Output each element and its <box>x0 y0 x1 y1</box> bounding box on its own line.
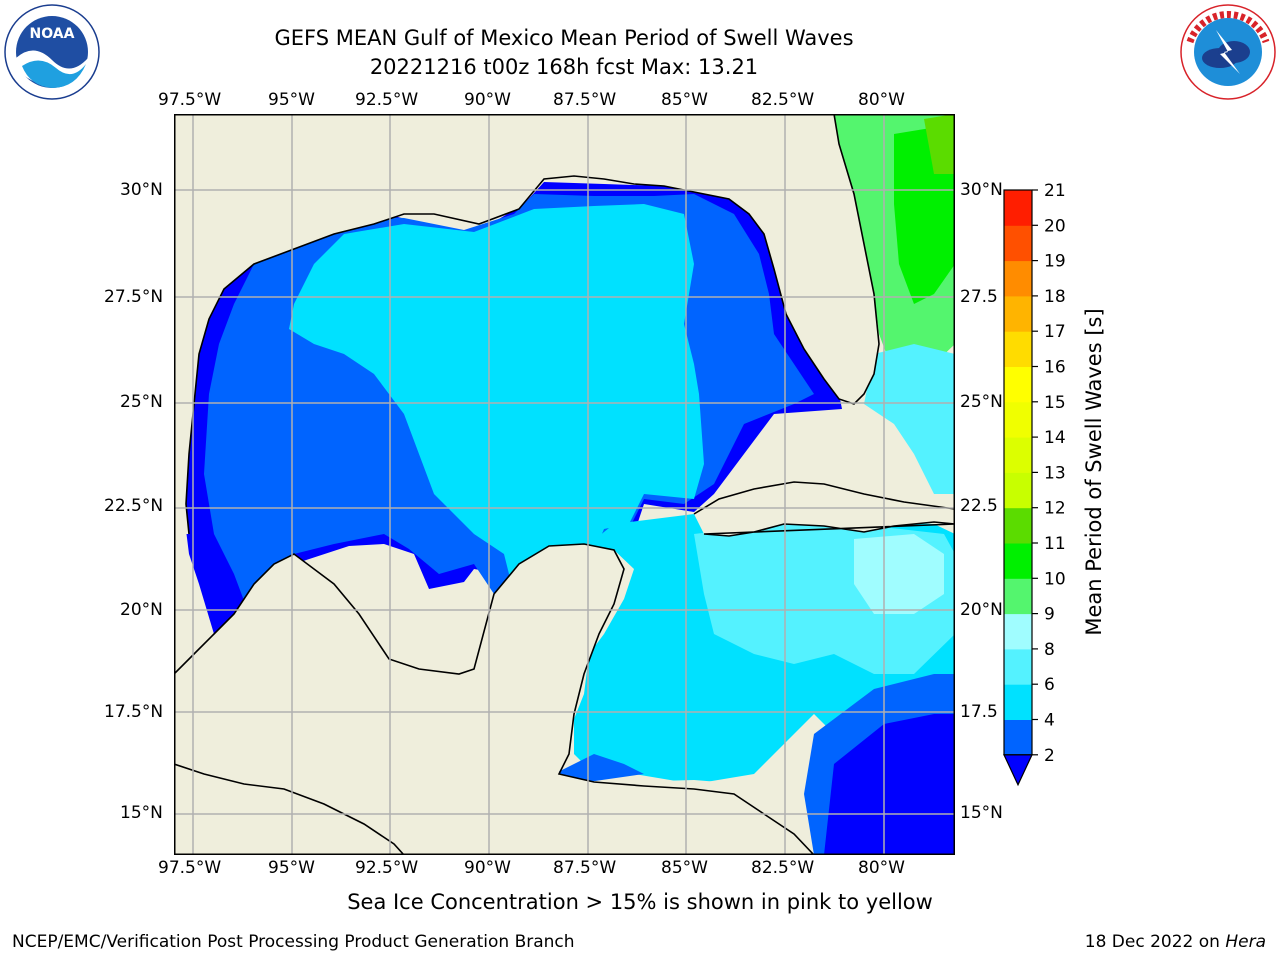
atlantic-swell-period-11-12s <box>924 114 955 174</box>
lat-tick-label: 15°N <box>960 803 1003 823</box>
colorbar-band <box>1004 578 1032 615</box>
lon-tick-label: 87.5°W <box>553 858 617 878</box>
lat-tick-label: 27.5°N <box>104 287 164 307</box>
colorbar-tick-label: 19 <box>1044 252 1066 272</box>
colorbar-tick-label: 20 <box>1044 216 1066 236</box>
colorbar-tick-label: 2 <box>1044 746 1055 766</box>
colorbar-band <box>1004 684 1032 720</box>
colorbar-band <box>1004 366 1032 403</box>
lat-tick-label: 27.5 <box>960 287 998 307</box>
lat-tick-label: 22.5°N <box>104 496 164 516</box>
lon-tick-label: 92.5°W <box>355 858 419 878</box>
footer-organization: NCEP/EMC/Verification Post Processing Pr… <box>12 932 575 952</box>
land-mexico <box>174 114 814 855</box>
lat-tick-label: 17.5°N <box>104 702 164 722</box>
map-plot <box>174 114 955 855</box>
lon-tick-label: 90°W <box>464 90 511 110</box>
colorbar-band <box>1004 543 1032 579</box>
lon-tick-label: 85°W <box>661 858 708 878</box>
colorbar-band <box>1004 190 1032 226</box>
noaa-logo-text: NOAA <box>30 26 75 42</box>
gulf-swell-period-4-6s <box>289 204 704 604</box>
lon-tick-label: 90°W <box>464 858 511 878</box>
colorbar-under-extension <box>1003 754 1033 787</box>
national-weather-service-logo <box>1180 4 1276 100</box>
colorbar-tick-label: 18 <box>1044 287 1066 307</box>
caribbean-swell-period-2-4s-west <box>554 754 644 784</box>
colorbar-tick-label: 8 <box>1044 640 1055 660</box>
lon-tick-label: 87.5°W <box>553 90 617 110</box>
lon-tick-label: 80°W <box>858 90 905 110</box>
colorbar-tick-label: 9 <box>1044 605 1055 625</box>
lat-tick-label: 20°N <box>960 600 1003 620</box>
lat-tick-label: 25°N <box>960 392 1003 412</box>
caribbean-swell-period-8-9s <box>854 534 944 614</box>
land-cuba <box>694 482 955 536</box>
lat-tick-label: 25°N <box>120 392 163 412</box>
colorbar-band <box>1004 437 1032 473</box>
coastlines <box>174 114 955 855</box>
colorbar-band <box>1004 225 1032 262</box>
caribbean-swell-period-under-2s-southeast <box>824 714 955 855</box>
colorbar-tick-label: 16 <box>1044 358 1066 378</box>
lon-tick-label: 82.5°W <box>751 90 815 110</box>
colorbar-tick-label: 21 <box>1044 181 1066 201</box>
colorbar-band <box>1004 331 1032 367</box>
lon-tick-label: 80°W <box>858 858 905 878</box>
colorbar-tick-label: 11 <box>1044 534 1066 554</box>
lon-tick-label: 95°W <box>268 90 315 110</box>
colorbar-label: Mean Period of Swell Waves [s] <box>1082 308 1106 635</box>
colorbar-tick-label: 4 <box>1044 711 1055 731</box>
map-frame <box>174 114 955 855</box>
colorbar-tick-label: 14 <box>1044 428 1066 448</box>
footer-date: 18 Dec 2022 on Hera <box>1085 932 1266 952</box>
colorbar-tick-label: 12 <box>1044 499 1066 519</box>
colorbar-band <box>1004 472 1032 509</box>
colorbar-tick-label: 15 <box>1044 393 1066 413</box>
lat-tick-label: 30°N <box>120 180 163 200</box>
lon-tick-label: 95°W <box>268 858 315 878</box>
lat-tick-label: 17.5 <box>960 702 998 722</box>
lat-tick-label: 22.5 <box>960 496 998 516</box>
colorbar: 21 20 19 18 17 16 15 14 13 12 11 10 9 8 6 4 2 Mean Perio… <box>1003 181 1106 787</box>
colorbar-band <box>1004 719 1032 756</box>
lat-tick-label: 30°N <box>960 180 1003 200</box>
lon-tick-label: 82.5°W <box>751 858 815 878</box>
lat-tick-label: 20°N <box>120 600 163 620</box>
colorbar-tick-label: 10 <box>1044 569 1066 589</box>
colorbar-band <box>1004 648 1032 685</box>
lon-tick-label: 97.5°W <box>158 90 222 110</box>
colorbar-tick-label: 13 <box>1044 463 1066 483</box>
land-us-gulf-coast <box>174 114 955 534</box>
lon-tick-label: 85°W <box>661 90 708 110</box>
colorbar-band <box>1004 507 1032 544</box>
colorbar-band <box>1004 613 1032 650</box>
lon-tick-label: 97.5°W <box>158 858 222 878</box>
land-honduras <box>574 780 794 855</box>
colorbar-band <box>1004 295 1032 332</box>
land-yucatan <box>474 544 624 774</box>
atlantic-swell-period-6-8s <box>864 344 955 494</box>
lat-tick-label: 15°N <box>120 803 163 823</box>
colorbar-band <box>1004 401 1032 438</box>
colorbar-band <box>1004 260 1032 297</box>
footer-host: Hera <box>1225 932 1266 952</box>
colorbar-tick-label: 6 <box>1044 675 1055 695</box>
colorbar-tick-label: 17 <box>1044 322 1066 342</box>
lon-tick-label: 92.5°W <box>355 90 419 110</box>
plot-title: GEFS MEAN Gulf of Mexico Mean Period of … <box>274 26 854 50</box>
sea-ice-note: Sea Ice Concentration > 15% is shown in … <box>347 890 933 914</box>
footer-date-text: 18 Dec 2022 on <box>1084 932 1226 952</box>
noaa-logo: NOAA <box>4 4 100 100</box>
graticule <box>174 114 955 855</box>
plot-subtitle-forecast: 20221216 t00z 168h fcst Max: 13.21 <box>369 55 759 79</box>
